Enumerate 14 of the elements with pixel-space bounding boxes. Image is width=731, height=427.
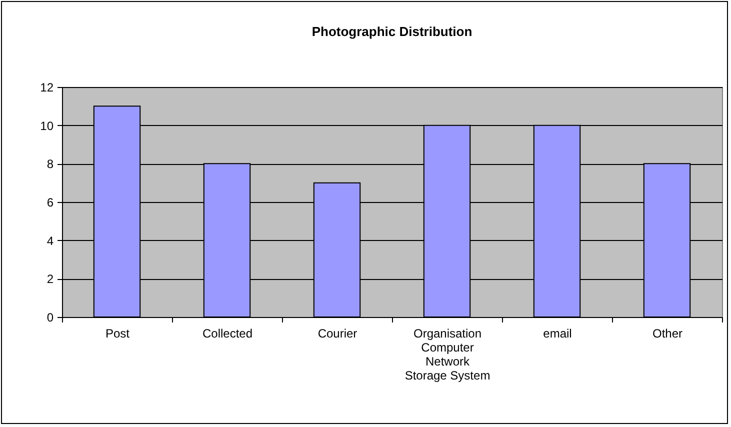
x-tick-label: Post: [105, 326, 130, 340]
x-tick-label: Collected: [202, 326, 253, 340]
x-tick-label: Other: [652, 326, 683, 340]
chart-title: Photographic Distribution: [312, 24, 472, 39]
y-tick-label: 2: [46, 272, 54, 286]
y-tick-label: 10: [40, 118, 54, 133]
y-tick-label: 0: [46, 310, 54, 324]
y-tick-label: 4: [46, 234, 54, 248]
y-tick-label: 6: [46, 196, 54, 210]
x-tick-label: Courier: [318, 326, 358, 340]
y-tick-label: 12: [40, 80, 54, 94]
x-tick-label: Organisation Computer Network Storage System: [404, 326, 490, 382]
y-tick-label: 8: [46, 157, 54, 172]
x-tick-label: email: [543, 326, 572, 340]
